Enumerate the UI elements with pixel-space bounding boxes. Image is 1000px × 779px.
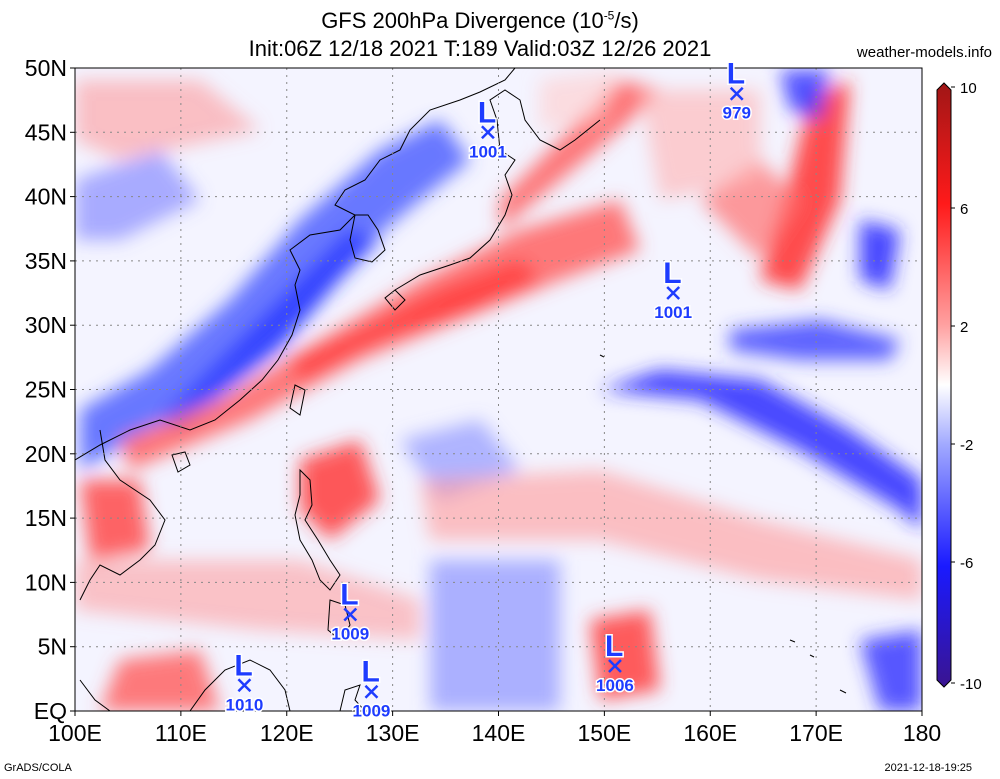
low-pressure-value: 1006 <box>596 676 634 695</box>
svg-text:L: L <box>234 649 252 682</box>
svg-text:979: 979 <box>723 104 751 123</box>
colorbar-label: -6 <box>960 555 973 572</box>
x-tick-label: 180 <box>903 720 941 746</box>
low-letter: L <box>361 656 379 689</box>
y-tick-label: 45N <box>25 119 67 145</box>
colorbar-label: -10 <box>960 676 982 693</box>
colorbar: 10 6 2 -2 -6 -10 <box>936 80 982 693</box>
y-tick-label: 50N <box>25 55 67 81</box>
footer-timestamp: 2021-12-18-19:25 <box>884 762 972 774</box>
y-tick-label: 5N <box>38 634 67 660</box>
y-tick-label: EQ <box>34 698 67 724</box>
svg-text:1009: 1009 <box>353 702 391 721</box>
chart-title: GFS 200hPa Divergence (10-5/s) <box>321 8 639 33</box>
low-letter: L <box>340 579 358 612</box>
coastlines <box>75 68 847 711</box>
svg-text:1001: 1001 <box>654 303 692 322</box>
x-tick-label: 130E <box>366 720 420 746</box>
svg-text:L: L <box>663 257 681 290</box>
y-tick-label: 20N <box>25 441 67 467</box>
low-center-cross <box>666 286 681 300</box>
svg-text:L: L <box>478 96 496 129</box>
low-center-cross <box>608 659 622 673</box>
colorbar-label: -2 <box>960 437 973 454</box>
low-pressure-value: 1009 <box>331 625 369 644</box>
svg-text:1001: 1001 <box>469 142 507 161</box>
low-pressure-value: 979 <box>723 104 751 123</box>
x-tick-label: 160E <box>683 720 737 746</box>
x-axis: 100E 110E 120E 130E 140E 150E 160E 170E 180 <box>48 711 941 746</box>
x-tick-label: 120E <box>260 720 314 746</box>
footer-software: GrADS/COLA <box>4 762 72 774</box>
y-tick-label: 40N <box>25 184 67 210</box>
y-tick-label: 15N <box>25 505 67 531</box>
low-pressure-value: 1009 <box>353 702 391 721</box>
chart-subtitle: Init:06Z 12/18 2021 T:189 Valid:03Z 12/2… <box>248 36 712 61</box>
svg-text:1009: 1009 <box>331 625 369 644</box>
low-letter: L <box>663 257 681 290</box>
low-letter: L <box>478 96 496 129</box>
low-center-cross <box>343 607 358 622</box>
low-letter: L <box>727 58 745 91</box>
low-center-cross <box>481 125 495 140</box>
svg-text:L: L <box>361 656 379 689</box>
low-center-cross <box>729 86 744 101</box>
x-tick-label: 100E <box>48 720 102 746</box>
x-tick-label: 150E <box>578 720 632 746</box>
x-tick-label: 140E <box>472 720 526 746</box>
x-tick-label: 170E <box>789 720 843 746</box>
y-tick-label: 30N <box>25 312 67 338</box>
x-tick-label: 110E <box>155 720 207 746</box>
colorbar-scale <box>936 82 952 688</box>
colorbar-label: 2 <box>960 319 968 336</box>
svg-text:L: L <box>340 579 358 612</box>
y-tick-label: 35N <box>25 248 67 274</box>
divergence-field <box>75 68 922 711</box>
low-pressure-markers: LL10011001LL979979LL10011001LL10091009LL… <box>224 56 752 722</box>
low-center-cross <box>237 678 252 693</box>
low-pressure-value: 1001 <box>654 303 692 322</box>
low-letter: L <box>234 649 252 682</box>
y-tick-label: 25N <box>25 377 67 403</box>
svg-text:1010: 1010 <box>225 695 263 714</box>
svg-text:L: L <box>727 58 745 91</box>
y-axis: EQ 5N 10N 15N 20N 25N 30N 35N 40N 45N 50N <box>25 55 75 724</box>
low-pressure-value: 1010 <box>225 695 263 714</box>
site-credit: weather-models.info <box>856 44 992 61</box>
low-letter: L <box>605 630 623 663</box>
low-pressure-value: 1001 <box>469 142 507 161</box>
svg-text:L: L <box>605 630 623 663</box>
y-tick-label: 10N <box>25 569 67 595</box>
colorbar-label: 10 <box>960 80 977 97</box>
svg-text:1006: 1006 <box>596 676 634 695</box>
colorbar-label: 6 <box>960 201 968 218</box>
graticule <box>75 68 922 711</box>
low-center-cross <box>364 684 379 699</box>
